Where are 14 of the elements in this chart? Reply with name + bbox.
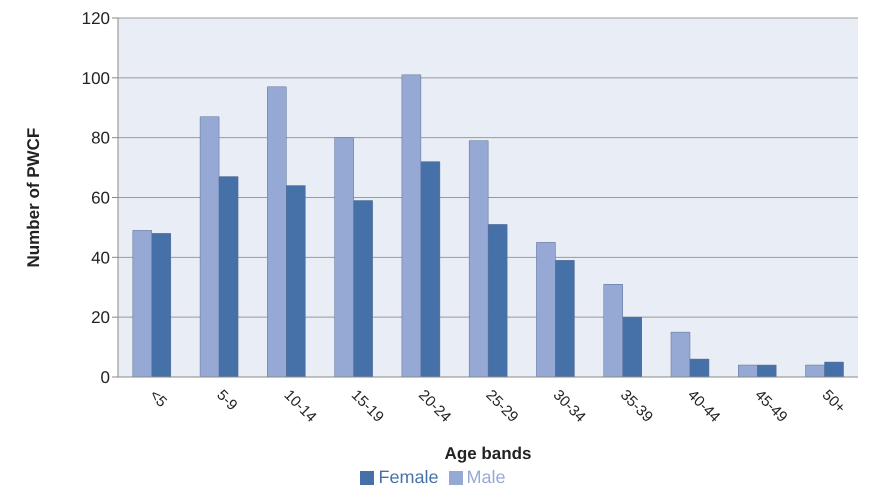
y-tick-label: 40 <box>91 248 110 268</box>
y-tick-label: 0 <box>100 368 110 388</box>
x-tick-label: 5-9 <box>213 386 241 414</box>
legend-label: Male <box>466 467 506 487</box>
y-axis-title: Number of PWCF <box>24 128 44 268</box>
y-tick-label: 100 <box>82 68 110 88</box>
y-tick-label: 120 <box>82 9 110 28</box>
legend-label: Female <box>378 467 438 487</box>
x-axis-title: Age bands <box>444 444 532 463</box>
y-tick-label: 80 <box>91 128 110 148</box>
x-tick-label: <5 <box>146 386 170 411</box>
x-tick-label: 50+ <box>818 386 849 417</box>
y-tick-label: 60 <box>91 188 110 208</box>
y-tick-label: 20 <box>91 308 110 328</box>
